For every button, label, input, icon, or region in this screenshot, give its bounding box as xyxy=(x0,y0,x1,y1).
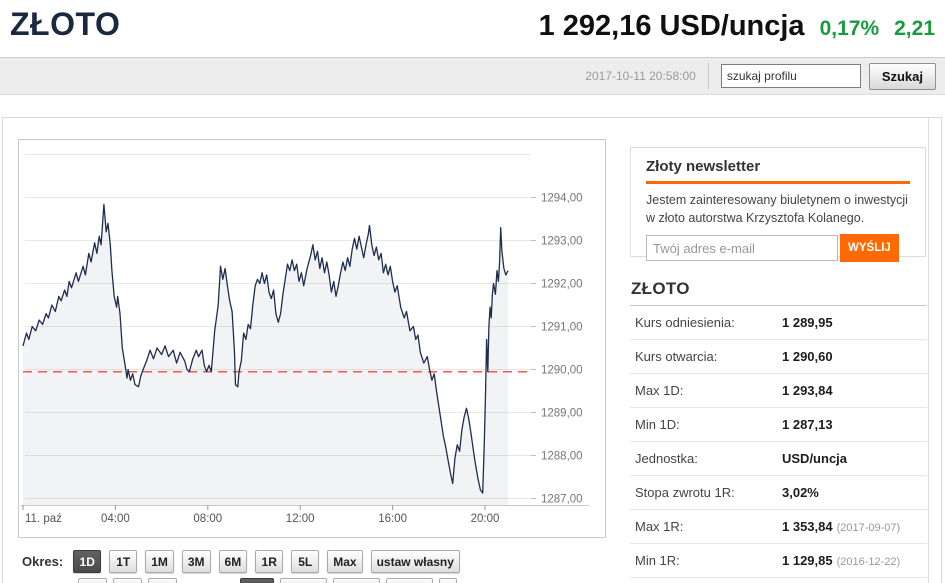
x-tick-label: 20:00 xyxy=(471,513,500,525)
stats-row: Kurs otwarcia: 1 290,60 xyxy=(630,340,927,374)
period-selector-label: Okres: xyxy=(22,554,64,569)
stats-row: Max 1D: 1 293,84 xyxy=(630,374,927,408)
stats-row-label: Jednostka: xyxy=(635,451,698,466)
series-line xyxy=(22,203,509,494)
period-button-6m[interactable]: 6M xyxy=(218,550,248,573)
stats-row-label: Max 1D: xyxy=(635,383,684,398)
period-button-max[interactable]: Max xyxy=(327,550,363,573)
search-button[interactable]: Szukaj xyxy=(868,62,936,90)
search-input[interactable] xyxy=(720,64,861,88)
y-tick-label: 1287,00 xyxy=(541,494,583,506)
quote-timestamp: 2017-10-11 20:58:00 xyxy=(585,69,696,83)
period-button-1m[interactable]: 1M xyxy=(145,550,174,573)
stats-row-value: 1 129,85 (2016-12-22) xyxy=(782,553,901,568)
newsletter-accent-bar xyxy=(646,181,910,184)
change-percent: 0,17% xyxy=(819,17,880,40)
x-tick-label: 11. paź xyxy=(25,513,62,525)
period-button-1r[interactable]: 1R xyxy=(255,550,284,573)
y-tick-label: 1289,00 xyxy=(541,408,583,420)
y-tick-label: 1293,00 xyxy=(541,236,583,248)
stats-row: Min 1R: 1 129,85 (2016-12-22) xyxy=(630,544,927,578)
newsletter-email-input[interactable] xyxy=(646,235,838,262)
series-area-fill xyxy=(23,204,509,505)
stats-row-label: Kurs otwarcia: xyxy=(635,349,718,364)
stats-row-label: Min 1D: xyxy=(635,417,680,432)
page-title: ZŁOTO xyxy=(10,6,121,42)
y-tick-label: 1291,00 xyxy=(541,322,583,334)
cutoff-button[interactable] xyxy=(386,578,433,583)
cutoff-button[interactable] xyxy=(113,578,142,583)
y-tick-label: 1294,00 xyxy=(541,193,583,205)
newsletter-box: Złoty newsletter Jestem zainteresowany b… xyxy=(630,147,926,263)
stats-row-label: Max 1R: xyxy=(635,519,684,534)
y-tick-label: 1290,00 xyxy=(541,365,583,377)
newsletter-description: Jestem zainteresowany biuletynem o inwes… xyxy=(646,193,908,226)
period-buttons: 1D 1T 1M 3M 6M 1R 5L Max ustaw własny xyxy=(73,550,468,573)
stats-row: Stopa zwrotu 1R: 3,02% xyxy=(630,476,927,510)
current-price: 1 292,16 USD/uncja xyxy=(538,10,805,42)
stats-row-value: 1 287,13 xyxy=(782,417,833,432)
newsletter-submit-button[interactable]: WYŚLIJ xyxy=(840,234,899,263)
stats-row-value: 1 353,84 (2017-09-07) xyxy=(782,519,901,534)
period-button-3m[interactable]: 3M xyxy=(181,550,211,573)
chart-card: 1294,00 1293,00 1292,00 1291,00 1290,00 1289,… xyxy=(18,139,606,538)
stats-row: Kurs odniesienia: 1 289,95 xyxy=(630,306,927,340)
newsletter-form: WYŚLIJ xyxy=(646,234,910,263)
stats-row: Jednostka: USD/uncja xyxy=(630,442,927,476)
stats-row-label: Stopa zwrotu 1R: xyxy=(635,485,735,500)
stats-row: Max 1R: 1 353,84 (2017-09-07) xyxy=(630,510,927,544)
x-tick-label: 16:00 xyxy=(378,513,407,525)
toolbar-divider xyxy=(707,63,709,89)
y-tick-label: 1292,00 xyxy=(541,279,583,291)
cutoff-button-active[interactable] xyxy=(240,578,274,583)
stats-title: ZŁOTO xyxy=(631,279,690,298)
sidebar-right-divider xyxy=(928,118,929,583)
cutoff-button[interactable] xyxy=(280,578,327,583)
period-selector: Okres: 1D 1T 1M 3M 6M 1R 5L Max ustaw własny xyxy=(22,550,468,573)
period-button-1t[interactable]: 1T xyxy=(109,550,138,573)
toolbar-strip: 2017-10-11 20:58:00 Szukaj xyxy=(0,57,945,95)
stats-row-value: 1 290,60 xyxy=(782,349,833,364)
stats-row-label: Kurs odniesienia: xyxy=(635,315,735,330)
stats-row-value: USD/uncja xyxy=(782,451,848,466)
cutoff-button[interactable] xyxy=(439,578,457,583)
stats-row-date-note: (2016-12-22) xyxy=(836,556,901,568)
period-button-ustaw-własny[interactable]: ustaw własny xyxy=(370,550,460,573)
y-tick-label: 1288,00 xyxy=(541,451,583,463)
cutoff-button[interactable] xyxy=(78,578,107,583)
x-tick-label: 08:00 xyxy=(193,513,222,525)
period-button-1d[interactable]: 1D xyxy=(73,550,102,573)
stats-row-value: 1 289,95 xyxy=(782,315,833,330)
stats-row-label: Min 1R: xyxy=(635,553,680,568)
stats-row-value: 1 293,84 xyxy=(782,383,833,398)
stats-divider xyxy=(630,305,927,306)
x-tick-label: 12:00 xyxy=(286,513,315,525)
stats-row-value: 3,02% xyxy=(782,485,819,500)
newsletter-title: Złoty newsletter xyxy=(646,158,761,175)
period-button-5l[interactable]: 5L xyxy=(291,550,320,573)
price-chart[interactable]: 1294,00 1293,00 1292,00 1291,00 1290,00 1289,… xyxy=(19,140,603,535)
stats-row: Min 1D: 1 287,13 xyxy=(630,408,927,442)
stats-row-date-note: (2017-09-07) xyxy=(836,522,901,534)
stats-table: Kurs odniesienia: 1 289,95 Kurs otwarcia: 1… xyxy=(630,306,927,578)
quote-block: 1 292,16 USD/uncja 0,17% 2,21 xyxy=(539,10,935,43)
cutoff-button[interactable] xyxy=(148,578,177,583)
x-tick-label: 04:00 xyxy=(101,513,130,525)
change-value: 2,21 xyxy=(894,17,935,40)
cutoff-button[interactable] xyxy=(333,578,380,583)
